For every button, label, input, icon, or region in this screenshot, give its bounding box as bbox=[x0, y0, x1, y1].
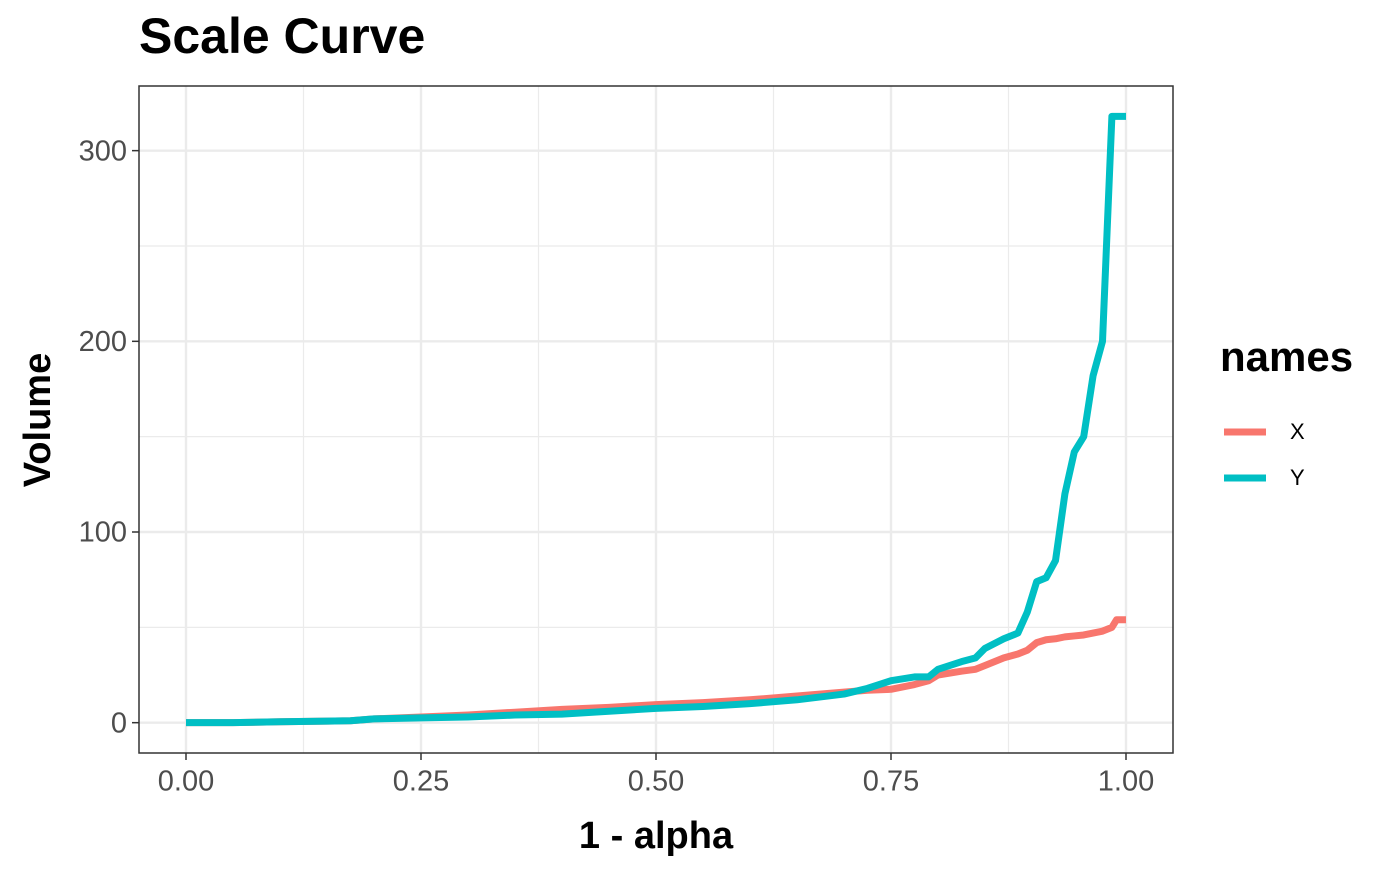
y-tick-label: 0 bbox=[111, 707, 127, 739]
series-line bbox=[186, 112, 1126, 727]
legend-label: Y bbox=[1290, 465, 1305, 490]
x-tick-label: 1.00 bbox=[1098, 766, 1154, 798]
x-tick-label: 0.50 bbox=[628, 766, 684, 798]
y-axis-label: Volume bbox=[17, 353, 59, 487]
panel-border bbox=[138, 85, 1174, 754]
x-tick-label: 0.75 bbox=[863, 766, 919, 798]
x-tick-label: 0.25 bbox=[393, 766, 449, 798]
y-tick-label: 200 bbox=[79, 326, 127, 358]
x-tick-label: 0.00 bbox=[158, 766, 214, 798]
y-tick-label: 300 bbox=[79, 135, 127, 167]
legend-label: X bbox=[1290, 419, 1305, 444]
chart-title: Scale Curve bbox=[139, 8, 425, 64]
legend-title: names bbox=[1220, 333, 1353, 380]
y-tick-label: 100 bbox=[79, 517, 127, 549]
x-axis-label: 1 - alpha bbox=[579, 815, 734, 857]
